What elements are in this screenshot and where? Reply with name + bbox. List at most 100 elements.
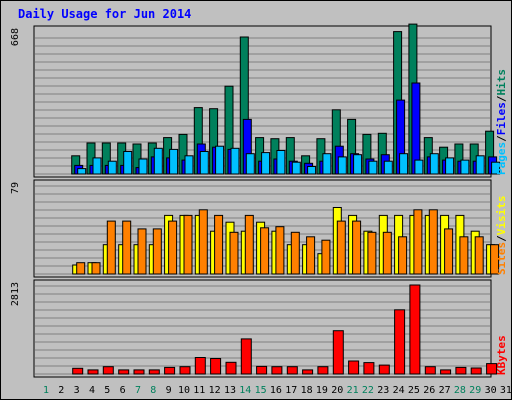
bar-sites-day-19: [321, 239, 331, 275]
panel-hits-files-pages: 668: [10, 23, 501, 178]
bar-kbytes-day-11: [194, 357, 206, 375]
legend-separator: /: [495, 135, 508, 142]
day-label-20: 20: [331, 385, 343, 396]
bar-kbytes-day-9: [164, 366, 176, 375]
panel-visits-sites: 79: [10, 179, 500, 278]
bar-pages-day-16: [276, 150, 286, 175]
day-label-13: 13: [224, 385, 236, 396]
bar-sites-day-5: [106, 220, 116, 275]
bar-sites-day-10: [183, 214, 193, 275]
bar-pages-day-22: [368, 160, 378, 175]
bar-sites-day-27: [444, 228, 454, 275]
legend-separator: /: [495, 235, 508, 242]
day-label-28: 28: [454, 385, 466, 396]
bar-sites-day-13: [229, 231, 239, 275]
bar-kbytes-day-23: [378, 364, 390, 375]
bar-pages-day-25: [414, 159, 424, 175]
day-label-29: 29: [469, 385, 481, 396]
bar-pages-day-24: [399, 153, 409, 175]
day-label-24: 24: [393, 385, 405, 396]
day-label-22: 22: [362, 385, 374, 396]
bar-sites-day-28: [459, 236, 469, 275]
day-label-8: 8: [150, 385, 156, 396]
side-legend-hits-files-pages: Pages/Files/Hits: [495, 69, 508, 175]
bar-kbytes-day-14: [240, 338, 252, 375]
side-legend-visits-sites: Sites/Visits: [495, 196, 508, 276]
bar-pages-day-10: [184, 155, 194, 175]
day-label-4: 4: [89, 385, 95, 396]
bar-pages-day-27: [445, 157, 455, 175]
y-max-label: 668: [10, 28, 21, 46]
bar-kbytes-day-12: [210, 358, 222, 375]
bar-kbytes-day-18: [302, 369, 314, 375]
bar-pages-day-30: [491, 161, 501, 175]
day-axis: 1 2 3 4 5 6 7 8 9 10 11 12 13 14 15 16 17 18 19 20 21 22 23 24 2…: [43, 385, 512, 396]
bar-kbytes-day-3: [72, 367, 84, 375]
bar-pages-day-29: [475, 155, 485, 175]
panel-background: [33, 279, 492, 378]
bar-pages-day-5: [107, 160, 117, 175]
bar-sites-day-29: [474, 236, 484, 275]
bar-kbytes-day-20: [332, 330, 344, 375]
day-label-23: 23: [377, 385, 389, 396]
day-label-7: 7: [135, 385, 141, 396]
bar-pages-day-26: [429, 153, 439, 175]
bar-kbytes-day-5: [102, 366, 114, 375]
bar-kbytes-day-6: [118, 369, 130, 375]
bar-sites-day-6: [122, 220, 132, 275]
side-legend-kbytes: KBytes: [495, 335, 508, 375]
bar-pages-day-8: [153, 147, 163, 175]
bar-kbytes-day-17: [286, 366, 298, 375]
bar-sites-day-11: [198, 209, 208, 275]
day-label-6: 6: [120, 385, 126, 396]
bar-pages-day-28: [460, 159, 470, 175]
bar-sites-day-8: [152, 228, 162, 275]
day-label-12: 12: [209, 385, 221, 396]
day-label-10: 10: [178, 385, 190, 396]
day-label-27: 27: [439, 385, 451, 396]
panel-kbytes: 2813: [10, 279, 498, 378]
bar-kbytes-day-10: [179, 366, 191, 375]
bar-kbytes-day-26: [424, 366, 436, 375]
bar-pages-day-14: [245, 153, 255, 175]
bar-pages-day-19: [322, 153, 332, 175]
bar-sites-day-23: [382, 231, 392, 275]
bar-sites-day-15: [260, 227, 270, 275]
legend-label-visits: Visits: [495, 196, 508, 236]
bar-sites-day-14: [244, 214, 254, 275]
bar-pages-day-17: [291, 161, 301, 175]
day-label-2: 2: [58, 385, 64, 396]
bar-kbytes-day-22: [363, 362, 375, 375]
bar-sites-day-7: [137, 228, 147, 275]
bar-kbytes-day-8: [148, 369, 160, 375]
bar-kbytes-day-25: [409, 284, 421, 375]
day-label-19: 19: [316, 385, 328, 396]
bar-pages-day-15: [261, 152, 271, 175]
day-label-15: 15: [255, 385, 267, 396]
day-label-17: 17: [285, 385, 297, 396]
y-max-label: 79: [10, 182, 21, 194]
bar-sites-day-18: [306, 236, 316, 275]
day-label-14: 14: [239, 385, 251, 396]
legend-label-kbytes: KBytes: [495, 335, 508, 375]
bar-kbytes-day-29: [470, 367, 482, 375]
bar-kbytes-day-15: [256, 365, 268, 375]
chart-panels: 668 79 2813: [10, 23, 501, 378]
bar-pages-day-3: [77, 168, 87, 175]
bar-pages-day-4: [92, 157, 102, 175]
bar-sites-day-21: [352, 220, 362, 275]
day-label-9: 9: [166, 385, 172, 396]
bar-sites-day-16: [275, 226, 285, 275]
bar-sites-day-3: [76, 262, 86, 275]
bar-kbytes-day-7: [133, 369, 145, 375]
bar-pages-day-12: [215, 145, 225, 175]
bar-pages-day-9: [169, 148, 179, 175]
legend-label-files: Files: [495, 102, 508, 135]
bar-pages-day-13: [230, 147, 240, 175]
bar-pages-day-23: [383, 160, 393, 175]
legend-separator: /: [495, 95, 508, 102]
day-label-5: 5: [104, 385, 110, 396]
bar-kbytes-day-4: [87, 369, 99, 375]
bar-sites-day-12: [214, 214, 224, 275]
